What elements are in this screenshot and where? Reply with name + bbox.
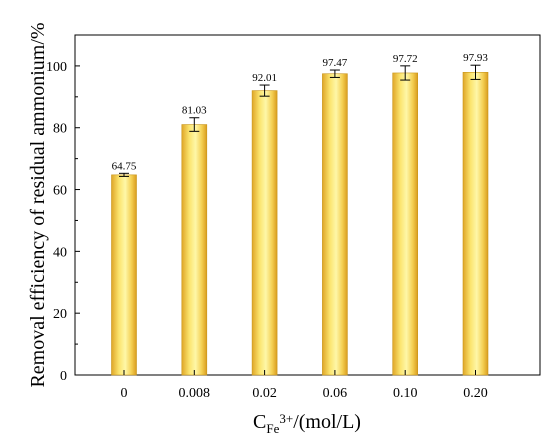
x-axis: 0 0.008 0.02 0.06 0.10 0.20 — [121, 370, 488, 401]
y-tick-label: 60 — [53, 184, 67, 199]
y-tick-label: 80 — [53, 122, 67, 137]
x-tick-label: 0.008 — [179, 386, 211, 401]
data-label: 64.75 — [112, 160, 137, 172]
bar — [462, 72, 489, 376]
data-label: 92.01 — [252, 72, 277, 84]
data-label: 97.93 — [463, 52, 488, 64]
y-tick-label: 100 — [46, 60, 67, 75]
y-tick-label: 20 — [53, 307, 67, 322]
x-tick-label: 0.02 — [252, 386, 277, 401]
bar — [322, 73, 348, 376]
bar — [392, 72, 419, 376]
x-tick-label: 0 — [121, 386, 128, 401]
y-tick-label: 0 — [60, 369, 67, 384]
y-tick-label: 40 — [53, 245, 67, 260]
x-tick-label: 0.10 — [393, 386, 418, 401]
y-axis-title: Removal efficiency of residual ammonium/… — [27, 22, 49, 387]
plot-frame — [74, 34, 541, 376]
data-label: 81.03 — [182, 105, 207, 117]
x-axis-title: CFe3+/(mol/L) — [253, 411, 361, 436]
bar — [251, 90, 278, 376]
x-tick-label: 0.06 — [323, 386, 348, 401]
y-axis: 0 20 40 60 80 100 — [46, 60, 80, 384]
bar — [111, 174, 137, 376]
data-label: 97.72 — [393, 53, 418, 65]
bar — [181, 124, 208, 376]
bars-group: 64.75 81.03 92.01 97.47 97.72 97.93 — [111, 52, 489, 376]
x-tick-label: 0.20 — [463, 386, 488, 401]
data-label: 97.47 — [323, 57, 348, 69]
